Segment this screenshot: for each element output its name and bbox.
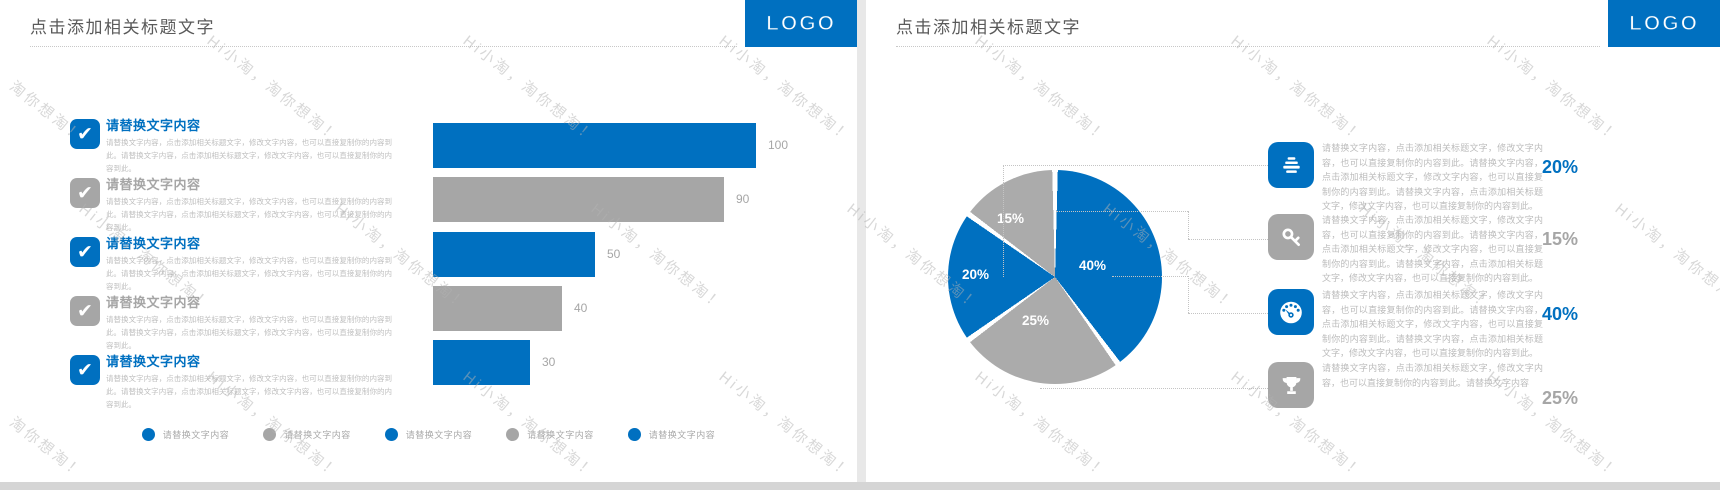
bottom-strip [0, 482, 1720, 490]
connector-line [1003, 165, 1004, 277]
legend-dot-icon [627, 428, 641, 441]
feature-row: 请替换文字内容，点击添加相关标题文字，修改文字内容，也可以直接复制你的内容到此。… [1268, 362, 1628, 434]
slide-gap [857, 0, 866, 482]
legend-dot-icon [141, 428, 155, 441]
key-icon [1268, 214, 1314, 260]
funnel-icon [1268, 142, 1314, 188]
list-item-body: 请替换文字内容，点击添加相关标题文字，修改文字内容，也可以直接复制你的内容到此。… [106, 315, 392, 350]
logo-text: LOGO [765, 11, 836, 35]
bar-row: 30 [433, 340, 590, 385]
legend-dot-icon [263, 428, 277, 441]
bar [433, 286, 562, 331]
bar [433, 232, 595, 277]
checkmark-icon: ✔ [70, 355, 100, 385]
gauge-icon [1268, 289, 1314, 335]
trophy-icon [1268, 362, 1314, 408]
checkmark-icon: ✔ [70, 296, 100, 326]
bar-value-label: 30 [542, 355, 556, 369]
feature-percent: 40% [1542, 304, 1579, 324]
title-divider [896, 46, 1600, 47]
pie-slice-label: 15% [997, 211, 1025, 226]
legend-label: 请替换文字内容 [162, 430, 230, 440]
title-divider [30, 46, 737, 47]
list-item: ✔ 请替换文字内容请替换文字内容，点击添加相关标题文字，修改文字内容，也可以直接复… [70, 115, 392, 175]
list-item-body: 请替换文字内容，点击添加相关标题文字，修改文字内容，也可以直接复制你的内容到此。… [106, 197, 392, 232]
pie-chart [948, 170, 1162, 384]
legend-label: 请替换文字内容 [405, 430, 473, 440]
legend-item: 请替换文字内容 [263, 428, 351, 441]
feature-text: 请替换文字内容，点击添加相关标题文字，修改文字内容，也可以直接复制你的内容到此。… [1322, 363, 1543, 388]
pie-slice-label: 20% [962, 267, 990, 282]
connector-line [1112, 276, 1188, 277]
bar-value-label: 50 [607, 247, 621, 261]
list-item: ✔ 请替换文字内容请替换文字内容，点击添加相关标题文字，修改文字内容，也可以直接复… [70, 233, 392, 293]
bar [433, 177, 724, 222]
list-item-title: 请替换文字内容 [106, 177, 201, 192]
checkmark-icon: ✔ [70, 119, 100, 149]
bar-value-label: 40 [574, 301, 588, 315]
list-item-title: 请替换文字内容 [106, 354, 201, 369]
legend-label: 请替换文字内容 [284, 430, 351, 440]
page-title: 点击添加相关标题文字 [30, 18, 215, 37]
connector-line [1188, 211, 1189, 239]
feature-text: 请替换文字内容，点击添加相关标题文字，修改文字内容，也可以直接复制你的内容到此。… [1322, 290, 1543, 359]
list-item-title: 请替换文字内容 [106, 295, 201, 310]
chart-legend: 请替换文字内容 请替换文字内容 请替换文字内容 请替换文字内容 请替换文字内容 [30, 428, 827, 441]
list-item-title: 请替换文字内容 [106, 236, 201, 251]
bar-row: 50 [433, 232, 655, 277]
feature-text: 请替换文字内容，点击添加相关标题文字，修改文字内容，也可以直接复制你的内容到此。… [1322, 215, 1543, 284]
legend-item: 请替换文字内容 [384, 428, 473, 441]
list-item-body: 请替换文字内容，点击添加相关标题文字，修改文字内容，也可以直接复制你的内容到此。… [106, 256, 392, 291]
legend-item: 请替换文字内容 [627, 428, 716, 441]
connector-line [1188, 313, 1268, 314]
page-title: 点击添加相关标题文字 [896, 18, 1081, 37]
bar [433, 123, 756, 168]
list-item-body: 请替换文字内容，点击添加相关标题文字，修改文字内容，也可以直接复制你的内容到此。… [106, 138, 392, 173]
bar-row: 90 [433, 177, 784, 222]
legend-dot-icon [384, 428, 398, 441]
legend-item: 请替换文字内容 [506, 428, 594, 441]
feature-percent: 20% [1542, 157, 1579, 177]
feature-row: 请替换文字内容，点击添加相关标题文字，修改文字内容，也可以直接复制你的内容到此。… [1268, 289, 1628, 361]
list-item: ✔ 请替换文字内容请替换文字内容，点击添加相关标题文字，修改文字内容，也可以直接复… [70, 174, 392, 234]
slide-right[interactable]: 点击添加相关标题文字 LOGO 40% 25% 20% 15% 请替换文字内容，点击添… [866, 0, 1720, 482]
feature-percent: 15% [1542, 229, 1579, 249]
feature-row: 请替换文字内容，点击添加相关标题文字，修改文字内容，也可以直接复制你的内容到此。… [1268, 142, 1628, 214]
list-item: ✔ 请替换文字内容请替换文字内容，点击添加相关标题文字，修改文字内容，也可以直接复… [70, 292, 392, 352]
pie-slice-label: 25% [1022, 313, 1050, 328]
feature-text: 请替换文字内容，点击添加相关标题文字，修改文字内容，也可以直接复制你的内容到此。… [1322, 143, 1543, 212]
checkmark-icon: ✔ [70, 237, 100, 267]
bar-row: 40 [433, 286, 622, 331]
checkmark-icon: ✔ [70, 178, 100, 208]
list-item-body: 请替换文字内容，点击添加相关标题文字，修改文字内容，也可以直接复制你的内容到此。… [106, 374, 392, 409]
feature-row: 请替换文字内容，点击添加相关标题文字，修改文字内容，也可以直接复制你的内容到此。… [1268, 214, 1628, 286]
bar-value-label: 100 [768, 138, 789, 152]
connector-line [1040, 388, 1268, 389]
legend-label: 请替换文字内容 [527, 430, 594, 440]
connector-line [1003, 165, 1268, 166]
slide-left[interactable]: 点击添加相关标题文字 LOGO ✔ 请替换文字内容 请替换文字内容，点击添加相关标题… [0, 0, 857, 482]
connector-line [1188, 239, 1268, 240]
logo-text: LOGO [1628, 11, 1699, 35]
connector-line [1188, 276, 1189, 313]
legend-dot-icon [506, 428, 520, 441]
list-item-title: 请替换文字内容 [106, 118, 201, 133]
bar-row: 100 [433, 123, 816, 168]
connector-line [1056, 211, 1188, 212]
legend-item: 请替换文字内容 [141, 428, 230, 441]
logo-badge: LOGO [1608, 0, 1720, 47]
pie-slice-label: 40% [1079, 258, 1107, 273]
list-item: ✔ 请替换文字内容请替换文字内容，点击添加相关标题文字，修改文字内容，也可以直接复… [70, 351, 392, 411]
legend-label: 请替换文字内容 [648, 430, 716, 440]
bar [433, 340, 530, 385]
logo-badge: LOGO [745, 0, 857, 47]
feature-percent: 25% [1542, 388, 1579, 408]
bar-value-label: 90 [736, 192, 750, 206]
